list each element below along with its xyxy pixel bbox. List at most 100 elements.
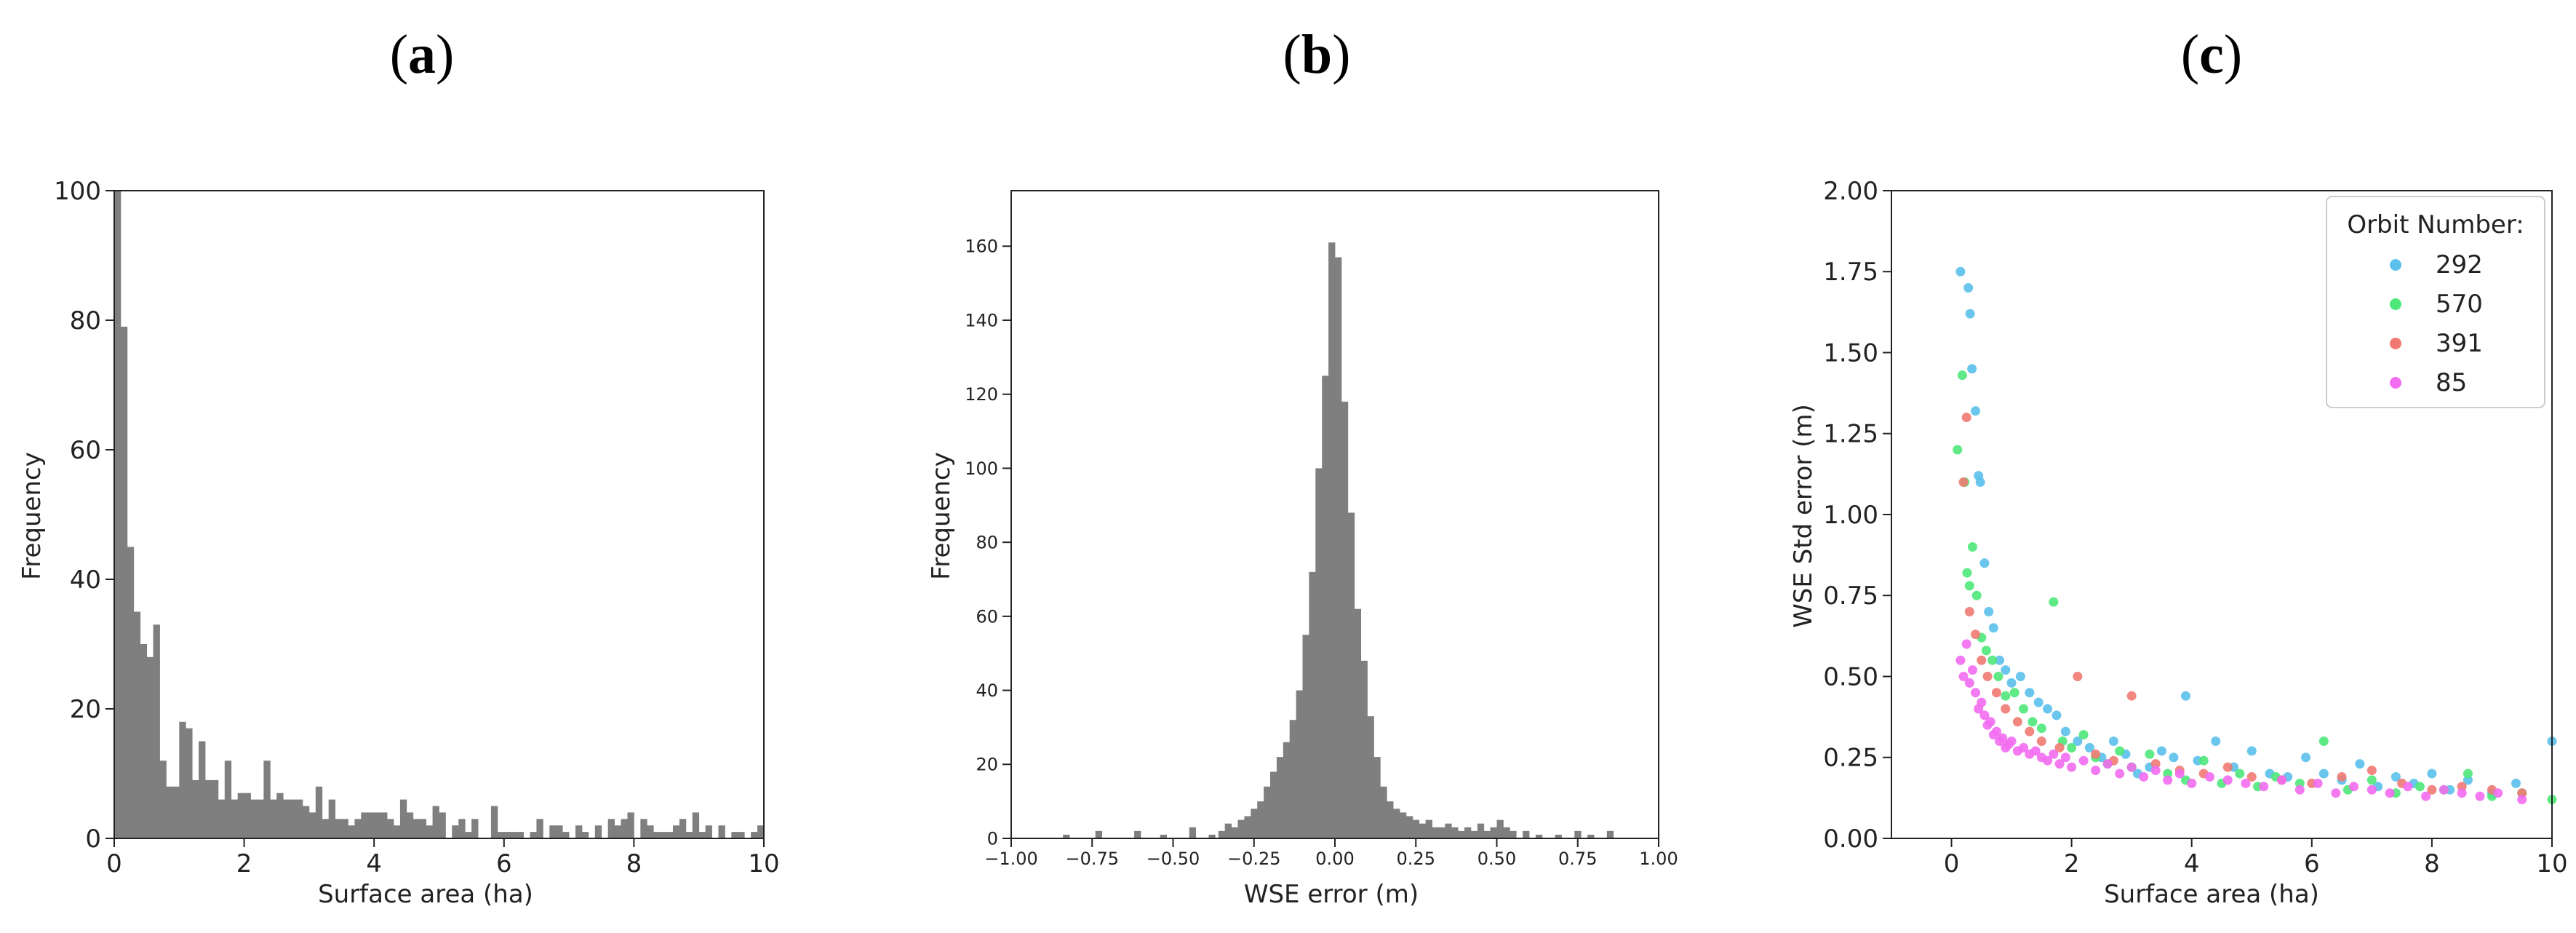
x-tick-label: 10: [2536, 849, 2567, 878]
histogram-bar: [426, 825, 433, 838]
histogram-bar: [490, 806, 498, 838]
histogram-bar: [1218, 830, 1226, 838]
y-tick-label: 140: [965, 310, 998, 330]
y-tick-label: 0: [85, 825, 101, 854]
y-tick-label: 60: [976, 606, 998, 627]
scatter-point-570: [1967, 542, 1977, 552]
histogram-bar: [159, 761, 167, 838]
histogram-bar: [1510, 830, 1517, 838]
x-tick-label: 0.00: [1315, 849, 1354, 869]
x-tick-label: 4: [2184, 849, 2200, 878]
plot-c: 0 2 4 6 8 10 0.00 0.25 0.50 0.75 1.00 1.25 1.50 1.75 2…: [1823, 177, 2567, 878]
scatter-point-85: [2150, 766, 2161, 776]
scatter-point-570: [1993, 672, 2003, 681]
scatter-point-570: [1957, 370, 1967, 381]
y-tick-label: 100: [965, 458, 998, 479]
histogram-bar: [1555, 834, 1562, 838]
histogram-bar: [302, 806, 310, 838]
histogram-bar: [1296, 690, 1303, 838]
histogram-bar: [549, 825, 557, 838]
panel-c-label: (c): [2181, 24, 2242, 85]
scatter-point-85: [2078, 755, 2089, 766]
scatter-point-85: [2517, 795, 2527, 805]
histogram-bar: [1328, 242, 1336, 838]
scatter-point-391: [1977, 655, 1987, 665]
scatter-point-391: [2091, 749, 2101, 759]
legend-marker: [2390, 377, 2401, 389]
histogram-bar: [133, 611, 141, 838]
scatter-point-85: [2126, 762, 2137, 772]
scatter-point-570: [2001, 691, 2011, 701]
y-tick-label: 0.50: [1823, 662, 1878, 691]
histogram-bar: [536, 819, 543, 838]
histogram-bar: [1302, 635, 1309, 838]
histogram-bar: [621, 819, 628, 838]
histogram-bar: [1470, 830, 1478, 838]
histogram-bar: [1251, 809, 1258, 838]
histogram-bar: [685, 832, 693, 838]
scatter-point-570: [2318, 737, 2329, 746]
scatter-point-391: [2126, 691, 2137, 701]
scatter-point-292: [2015, 672, 2025, 681]
histogram-bar: [666, 832, 674, 838]
y-tick-label: 20: [70, 695, 101, 724]
scatter-point-85: [2067, 762, 2077, 772]
scatter-point-85: [2174, 769, 2185, 779]
histogram-bar: [166, 786, 173, 838]
histogram-bar: [250, 799, 258, 838]
y-tick-label: 1.50: [1823, 338, 1878, 368]
scatter-point-570: [2198, 755, 2209, 766]
histogram-bar: [367, 812, 375, 838]
histogram-bar: [432, 806, 439, 838]
scatter-point-292: [2390, 771, 2401, 782]
histogram-bar: [1451, 827, 1459, 838]
scatter-point-292: [2211, 737, 2221, 746]
scatter-point-292: [2051, 710, 2062, 720]
scatter-point-391: [2457, 782, 2467, 792]
histogram-bar: [1315, 468, 1323, 838]
scatter-point-570: [1971, 590, 1982, 600]
x-tick-label: 0: [106, 849, 122, 878]
histogram-bar: [283, 799, 290, 838]
scatter-point-391: [2222, 762, 2233, 772]
histogram-bar: [497, 832, 505, 838]
histogram-bar: [1276, 757, 1284, 838]
histogram-bar: [348, 825, 355, 838]
histogram-bar: [458, 819, 466, 838]
scatter-point-391: [2025, 726, 2035, 737]
histogram-bar: [1387, 801, 1394, 838]
histogram-bar: [1208, 834, 1216, 838]
scatter-point-85: [2277, 775, 2287, 785]
y-tick-label: 2.00: [1823, 177, 1878, 206]
histogram-bar: [1587, 834, 1595, 838]
y-tick-label: 0.75: [1823, 581, 1878, 611]
histogram-bar: [751, 832, 758, 838]
legend-marker: [2390, 338, 2401, 349]
scatter-point-85: [1958, 672, 1969, 681]
scatter-point-292: [1975, 477, 1985, 487]
histogram-bar: [1354, 608, 1361, 838]
scatter-point-85: [2049, 749, 2059, 759]
histogram-bar: [607, 819, 615, 838]
scatter-point-85: [2439, 785, 2449, 795]
histogram-bar: [1270, 771, 1277, 838]
scatter-point-570: [2019, 704, 2029, 714]
histogram-bar: [1360, 660, 1368, 838]
histogram-bar: [361, 812, 368, 838]
scatter-point-85: [2030, 746, 2041, 756]
scatter-point-570: [2366, 775, 2377, 785]
histogram-bar: [296, 799, 303, 838]
histogram-bar: [1535, 834, 1543, 838]
histogram-bar: [718, 825, 725, 838]
scatter-point-570: [2036, 723, 2046, 734]
histogram-bar: [218, 799, 226, 838]
scatter-point-292: [1988, 623, 1998, 633]
scatter-point-570: [2463, 769, 2473, 779]
y-tick-label: 1.75: [1823, 258, 1878, 287]
histogram-bar: [276, 793, 284, 838]
x-tick-label: −0.50: [1147, 849, 1200, 869]
histogram-bar: [1134, 830, 1141, 838]
scatter-point-391: [2517, 788, 2527, 798]
histogram-bar: [1367, 716, 1374, 838]
